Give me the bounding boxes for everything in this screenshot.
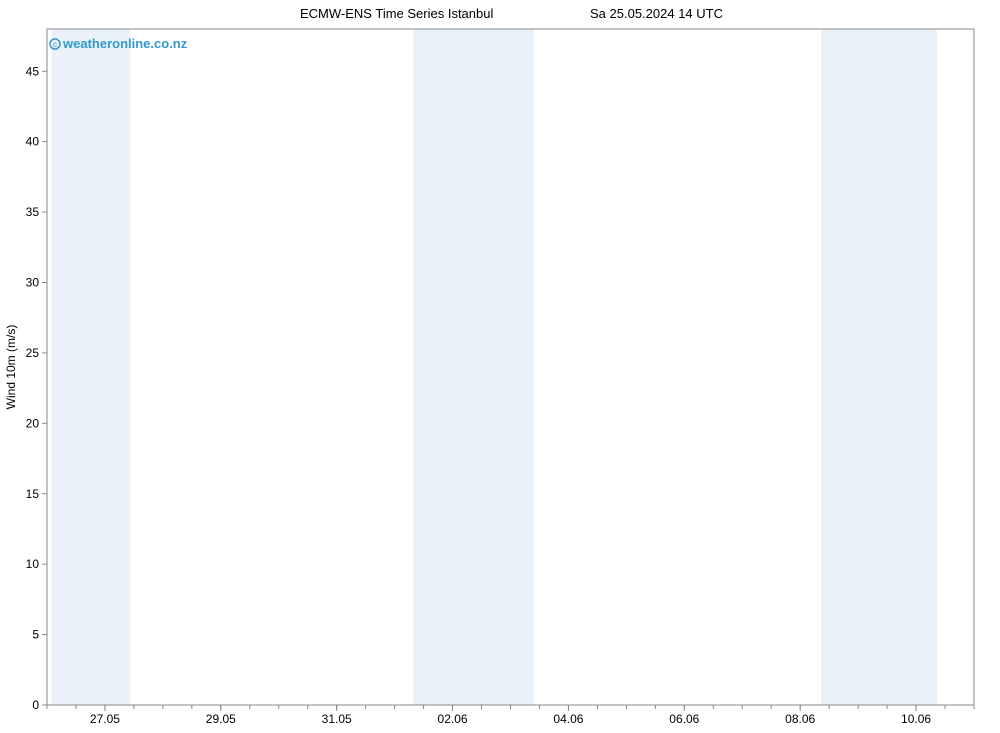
shaded-band xyxy=(473,29,533,705)
y-tick-label: 15 xyxy=(26,487,40,501)
copyright-c: c xyxy=(53,40,57,49)
y-tick-label: 25 xyxy=(26,346,40,360)
watermark-text: weatheronline.co.nz xyxy=(62,36,188,51)
y-tick-label: 40 xyxy=(26,135,40,149)
y-tick-label: 5 xyxy=(32,628,39,642)
x-tick-label: 10.06 xyxy=(901,712,931,726)
y-axis-label: Wind 10m (m/s) xyxy=(4,325,18,410)
chart-container: 0 5 10 15 20 25 30 35 40 45 27.05 29.05 31.05 02.06 04… xyxy=(0,0,1000,733)
shaded-band xyxy=(413,29,473,705)
shaded-band xyxy=(52,29,131,705)
chart-svg: 0 5 10 15 20 25 30 35 40 45 27.05 29.05 31.05 02.06 04… xyxy=(0,0,1000,733)
y-tick-label: 0 xyxy=(32,698,39,712)
chart-title-left: ECMW-ENS Time Series Istanbul xyxy=(300,6,493,21)
shaded-band xyxy=(821,29,877,705)
y-tick-label: 20 xyxy=(26,416,40,430)
x-tick-label: 06.06 xyxy=(669,712,699,726)
chart-title-right: Sa 25.05.2024 14 UTC xyxy=(590,6,723,21)
shaded-band xyxy=(877,29,937,705)
x-tick-label: 31.05 xyxy=(322,712,352,726)
y-tick-label: 30 xyxy=(26,276,40,290)
y-tick-label: 35 xyxy=(26,205,40,219)
x-tick-label: 29.05 xyxy=(206,712,236,726)
x-tick-label: 02.06 xyxy=(438,712,468,726)
y-tick-label: 10 xyxy=(26,557,40,571)
x-tick-label: 27.05 xyxy=(90,712,120,726)
y-tick-label: 45 xyxy=(26,64,40,78)
watermark: c weatheronline.co.nz xyxy=(50,36,188,51)
x-tick-label: 08.06 xyxy=(785,712,815,726)
x-tick-label: 04.06 xyxy=(553,712,583,726)
